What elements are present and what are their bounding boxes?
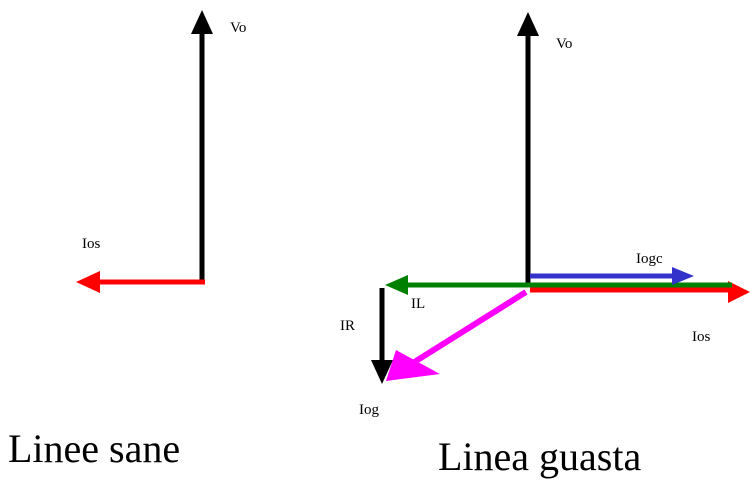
left-ios-arrowhead — [76, 271, 100, 293]
right-iogc-label: Iogc — [636, 251, 663, 267]
right-il-arrowhead — [385, 275, 408, 295]
right-ir-arrowhead — [371, 360, 393, 384]
right-iogc-arrowhead — [672, 267, 694, 285]
left-diagram: Vo Ios Linee sane — [8, 10, 246, 471]
left-vo-arrowhead — [191, 10, 213, 34]
right-ir-label: IR — [340, 318, 355, 334]
right-diagram: Vo Ios IL Iogc IR Iog Linea guasta — [340, 12, 750, 479]
left-ios-label: Ios — [82, 236, 100, 252]
left-caption: Linee sane — [8, 426, 180, 471]
right-ios-label: Ios — [692, 329, 710, 345]
right-il-label: IL — [411, 296, 425, 312]
right-iog-arrowhead — [386, 350, 440, 381]
right-vo-arrowhead — [517, 12, 539, 36]
right-iog-label: Iog — [359, 402, 379, 418]
left-vo-label: Vo — [230, 20, 246, 36]
right-ios-arrowhead — [728, 281, 750, 303]
right-caption: Linea guasta — [438, 434, 641, 479]
right-iog-arrow — [406, 289, 528, 369]
right-vo-label: Vo — [556, 36, 572, 52]
